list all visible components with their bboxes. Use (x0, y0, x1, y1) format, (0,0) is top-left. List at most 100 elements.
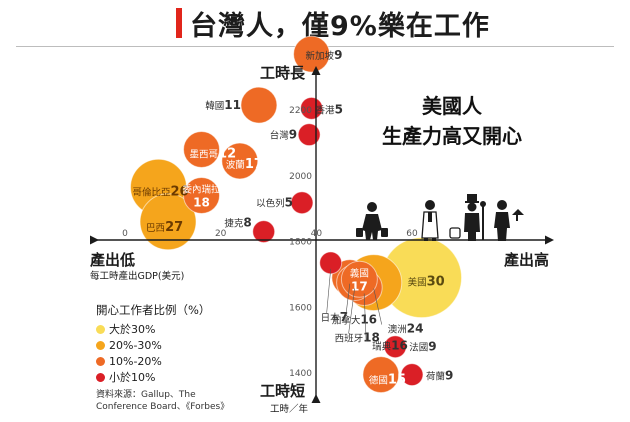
legend-swatch (96, 356, 105, 366)
title-accent-bar (176, 8, 182, 38)
source-line: 資料來源：Gallup、The (96, 390, 196, 400)
bubble-法國 (383, 335, 407, 359)
rank-label: 9 (445, 369, 453, 383)
country-label: 新加坡 (306, 50, 335, 62)
leader-line (348, 288, 355, 334)
label-layer: 香港5韓國11墨西哥12哥倫比亞26巴西27委內瑞拉18波蘭17新加坡9台灣9以… (132, 48, 453, 388)
y-tick-label: 2200 (289, 106, 312, 116)
leader-line (345, 283, 351, 316)
country-label: 以色列 (256, 198, 285, 210)
country-label: 荷蘭 (426, 371, 445, 383)
country-label: 香港 (316, 104, 336, 116)
bubble-以色列 (290, 191, 314, 215)
bubble-韓國 (240, 86, 278, 124)
country-label: 瑞典 (372, 341, 392, 353)
bubble-label: 日本7 (321, 310, 348, 324)
bubble-義國 (340, 260, 378, 298)
bubble-台灣 (297, 123, 321, 147)
country-label: 委內瑞拉 (183, 183, 222, 195)
legend: 開心工作者比例（%） 大於30% 20%-30% 10%-20% 小於10% (96, 302, 210, 385)
bubble-label: 澳洲24 (388, 322, 424, 336)
bubble-label: 西班牙18 (335, 331, 380, 345)
page-title: 台灣人，僅9%樂在工作 (190, 11, 490, 42)
rank-label: 16 (360, 313, 377, 327)
rank-label: 24 (407, 322, 424, 336)
country-label: 日本 (321, 312, 341, 324)
y-tick-label: 1400 (289, 369, 312, 379)
x-tick-label: 40 (311, 229, 323, 239)
bubble-label: 荷蘭9 (426, 369, 453, 383)
country-label: 捷克 (224, 218, 244, 230)
bubble-label: 墨西哥12 (190, 146, 237, 161)
bubble-委內瑞拉 (183, 176, 221, 214)
legend-item: 大於30% (96, 321, 210, 337)
legend-label: 10%-20% (109, 354, 162, 368)
bubble-荷蘭 (400, 363, 424, 387)
legend-label: 小於10% (109, 371, 156, 384)
country-label: 波蘭 (226, 159, 245, 171)
legend-label: 20%-30% (109, 338, 162, 352)
rank-label: 27 (165, 220, 183, 235)
leader-line (326, 268, 331, 313)
rank-label: 5 (335, 102, 343, 116)
bubble-label: 哥倫比亞26 (132, 184, 188, 199)
legend-swatch (96, 340, 105, 350)
axes (90, 66, 554, 403)
rank-label: 5 (285, 196, 293, 210)
bubble-label: 加拿大16 (332, 313, 377, 327)
bubble-波蘭 (221, 142, 259, 180)
rank-label: 9 (289, 128, 297, 142)
bubble-label: 新加坡9 (306, 48, 343, 62)
doctor-icon (421, 200, 461, 241)
country-label: 墨西哥 (190, 149, 219, 160)
axis-title-y-bottom: 工時短 (260, 382, 305, 400)
legend-item: 10%-20% (96, 353, 210, 369)
axis-title-y-sub: 工時／年 (270, 403, 309, 415)
rank-label: 7 (340, 310, 348, 324)
legend-label: 大於30% (109, 323, 156, 336)
country-label: 加拿大 (332, 315, 361, 327)
rank-label: 9 (428, 340, 436, 354)
rank-label: 30 (427, 275, 445, 290)
rank-label: 18 (193, 195, 210, 209)
bubble-label: 美國30 (408, 275, 445, 290)
x-tick-label: 20 (215, 229, 227, 239)
axis-title-y-top: 工時長 (260, 64, 306, 82)
country-label: 西班牙 (335, 333, 364, 345)
y-tick-label: 2000 (289, 172, 312, 182)
axis-title-x-left: 產出低 (89, 251, 135, 269)
legend-item: 20%-30% (96, 337, 210, 353)
country-label: 德國 (369, 375, 388, 387)
country-label: 韓國 (205, 101, 224, 112)
bubble-label: 德國15 (369, 373, 406, 388)
rank-label: 15 (388, 373, 406, 388)
legend-item: 小於10% (96, 369, 210, 385)
leader-line (373, 288, 383, 325)
bubble-label: 法國9 (409, 340, 436, 354)
tick-layer: 0 20 40 60 1400 1600 1800 2000 2200 (122, 106, 418, 379)
legend-title: 開心工作者比例（%） (96, 303, 211, 317)
rank-label: 18 (363, 331, 380, 345)
worker-figures (356, 194, 524, 241)
rank-label: 17 (245, 157, 263, 172)
headline-line-2: 生產力高又開心 (382, 124, 522, 148)
bubble-label: 韓國11 (205, 98, 241, 112)
rank-label: 16 (391, 339, 408, 353)
bubble-德國 (362, 356, 400, 394)
bubble-label: 台灣9 (270, 128, 297, 142)
source-note: 資料來源：Gallup、The Conference Board、《Forbes… (96, 389, 229, 413)
country-label: 哥倫比亞 (132, 186, 171, 198)
source-line: Conference Board、《Forbes》 (96, 402, 230, 412)
headline-line-1: 美國人 (422, 94, 482, 118)
legend-swatch (96, 324, 105, 334)
rank-label: 11 (224, 98, 241, 112)
y-tick-label: 1800 (289, 238, 312, 248)
country-label: 巴西 (146, 223, 165, 234)
bubble-label: 瑞典16 (372, 339, 408, 353)
x-tick-label: 0 (122, 229, 128, 239)
rank-label: 8 (243, 216, 251, 230)
country-label: 台灣 (270, 130, 290, 142)
bubble-label: 香港5 (316, 102, 343, 116)
country-label: 法國 (409, 342, 428, 354)
